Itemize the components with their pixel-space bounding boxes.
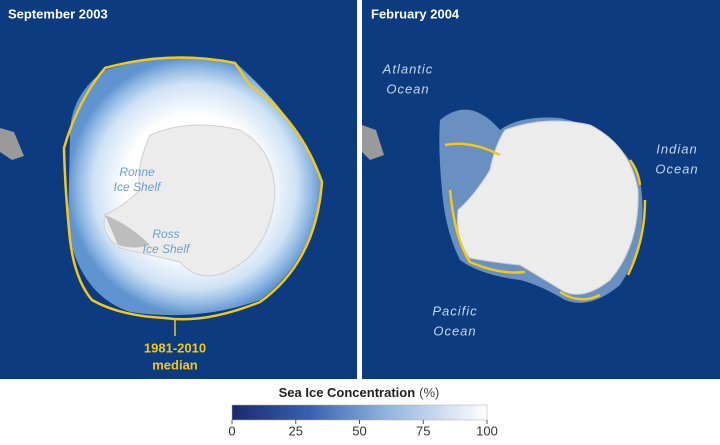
tick-label: 25 [289,423,303,438]
antarctica [457,120,639,295]
place-label: Indian [656,141,697,156]
colorbar-title-text: Sea Ice Concentration [279,385,416,400]
median-label: median [152,357,198,372]
place-label: Pacific [432,303,477,318]
place-label: Ross [152,227,179,241]
antarctica-shade [105,215,150,248]
tick-label: 75 [416,423,430,438]
south-america [362,125,384,160]
colorbar-unit: (%) [419,385,439,400]
place-label: Ice Shelf [114,180,162,194]
colorbar-title: Sea Ice Concentration (%) [279,385,440,400]
south-america [0,128,24,160]
place-label: Ice Shelf [143,242,191,256]
median-extent [444,142,647,301]
panel-title: February 2004 [371,6,460,21]
panel-title: September 2003 [8,6,108,21]
place-label: Ocean [655,161,698,176]
place-label: Ronne [119,165,155,179]
tick-label: 0 [228,423,235,438]
tick-label: 50 [352,423,366,438]
tick-label: 100 [476,423,498,438]
median-label: 1981-2010 [144,340,206,355]
place-label: Ocean [433,323,476,338]
median-extent [62,56,324,321]
colorbar [231,404,488,421]
antarctica [103,124,276,277]
place-label: Ocean [386,81,429,96]
place-label: Atlantic [382,61,434,76]
